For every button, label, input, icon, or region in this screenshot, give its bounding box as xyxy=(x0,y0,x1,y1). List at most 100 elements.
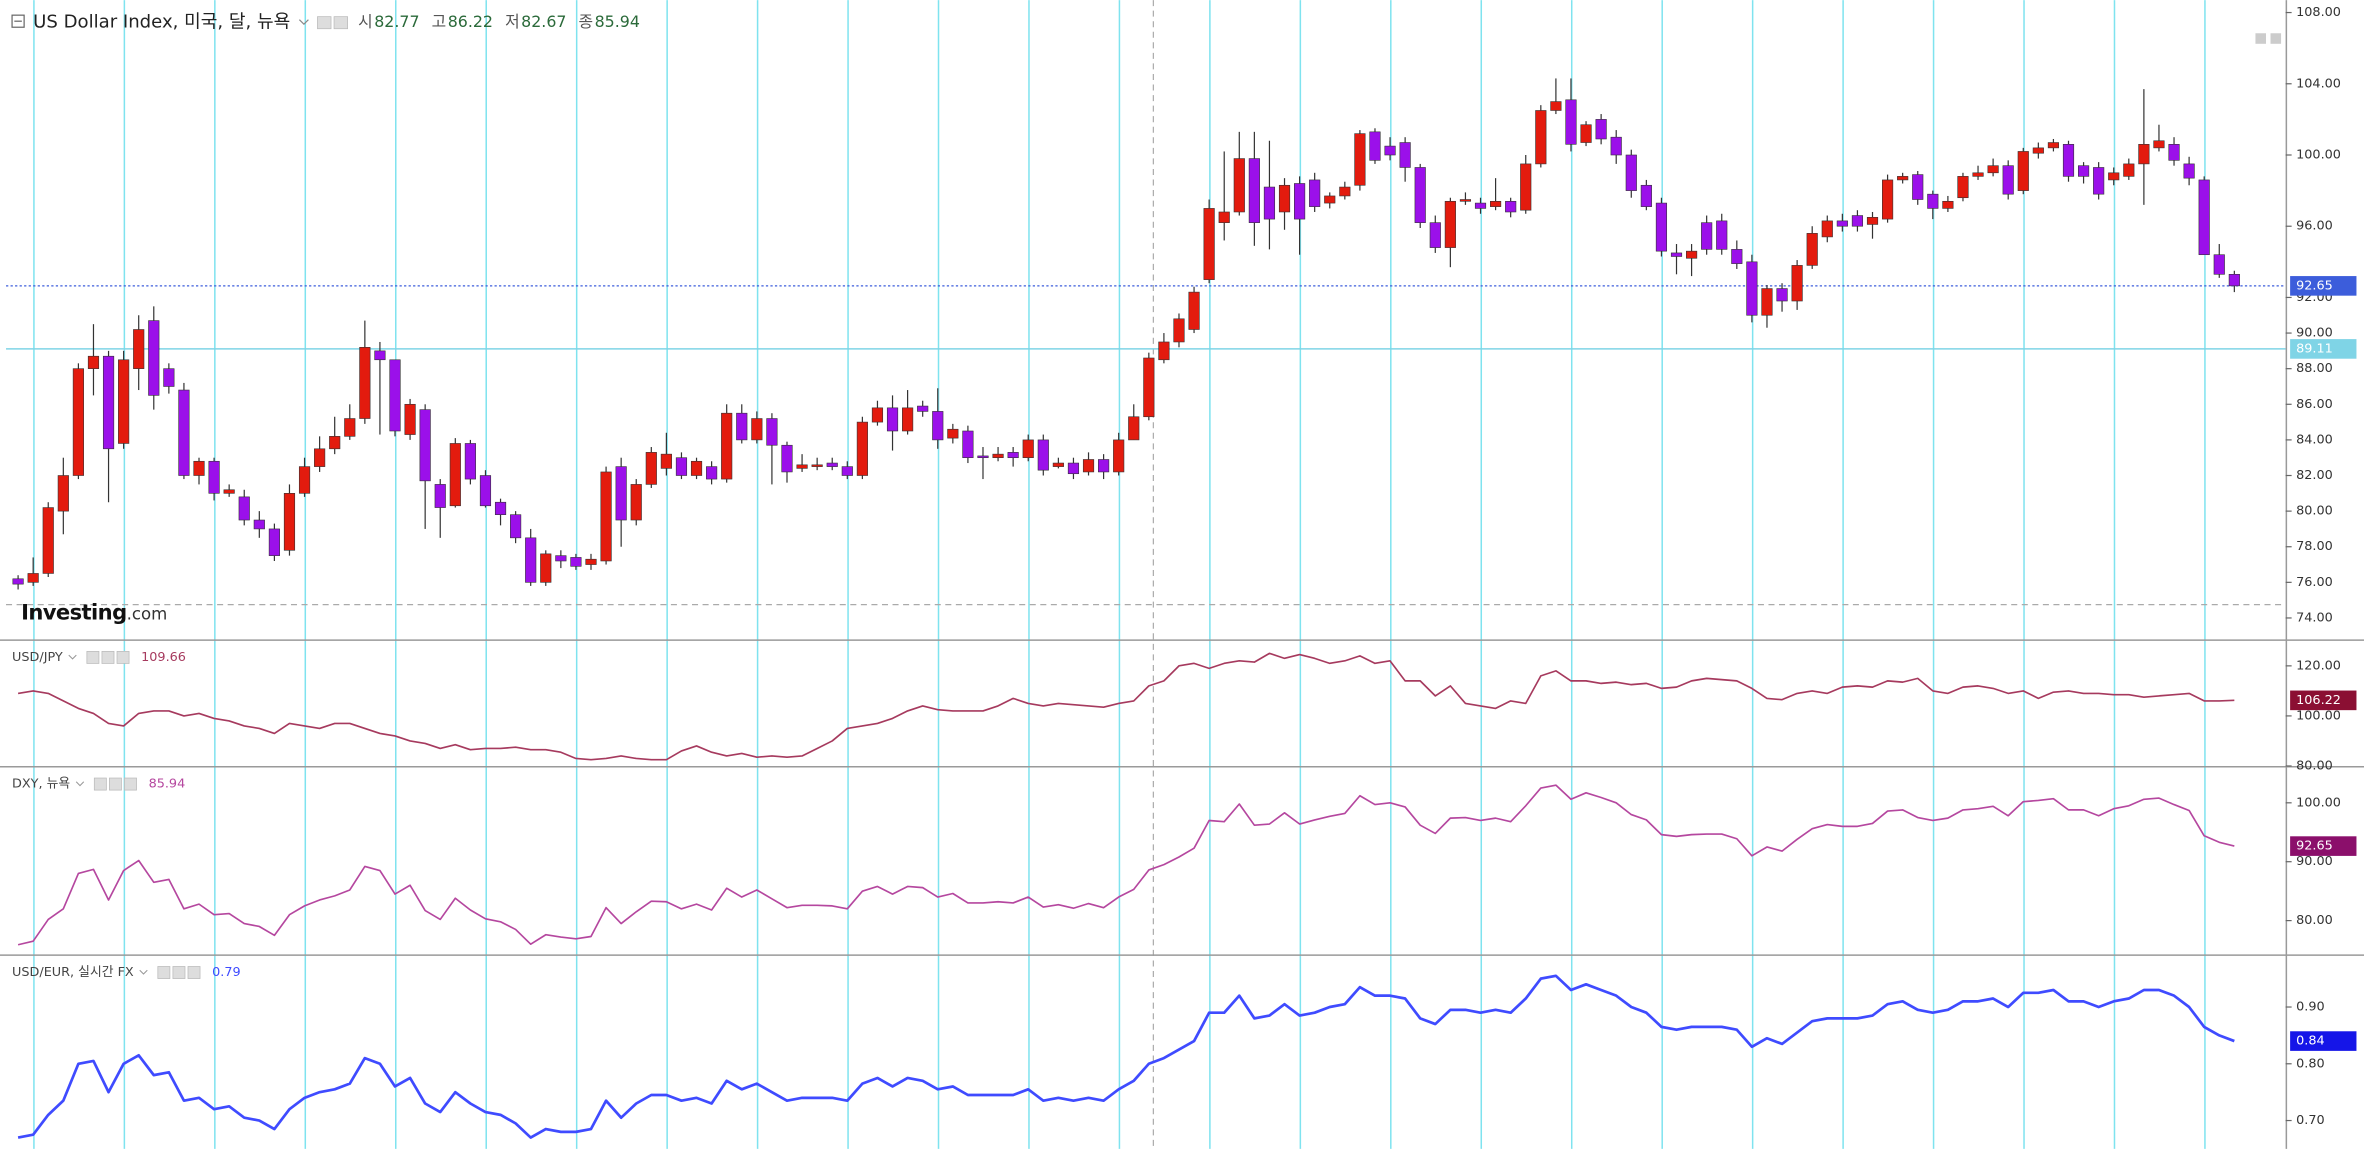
candle-body xyxy=(163,368,175,387)
candle-body xyxy=(630,484,642,521)
price-tag xyxy=(2290,836,2357,856)
y-tick-label: 120.00 xyxy=(2296,658,2341,673)
candle-body xyxy=(359,347,371,419)
candle-body xyxy=(1957,176,1969,199)
candle-body xyxy=(1037,439,1049,471)
candle-body xyxy=(2198,179,2210,256)
price-tag-label: 89.11 xyxy=(2296,341,2333,356)
candle-body xyxy=(2077,165,2090,177)
collapse-icon[interactable] xyxy=(11,14,25,28)
candle-body xyxy=(1399,142,1411,168)
y-tick-label: 108.00 xyxy=(2296,5,2341,20)
y-tick-label: 0.90 xyxy=(2296,1000,2325,1015)
candle-body xyxy=(1007,452,1019,459)
candle-body xyxy=(736,412,748,441)
candle-body xyxy=(675,457,688,476)
candle-body xyxy=(525,537,537,583)
candle-body xyxy=(268,528,280,556)
candle-body xyxy=(751,418,763,441)
candle-body xyxy=(1505,200,1517,213)
candle-body xyxy=(1128,416,1140,441)
panel-button[interactable] xyxy=(2270,33,2282,44)
candle-body xyxy=(298,466,311,494)
candle-body xyxy=(1821,220,1833,238)
candle-body xyxy=(2093,167,2105,195)
candle-body xyxy=(570,557,582,567)
price-tag-label: 92.65 xyxy=(2296,839,2333,854)
candle-body xyxy=(615,466,627,521)
candle-body xyxy=(1309,179,1321,207)
candle-body xyxy=(856,421,868,476)
series-line xyxy=(17,652,2235,761)
candle-body xyxy=(1912,174,1924,200)
ohlc-label: 종 xyxy=(579,12,594,31)
dropdown-caret xyxy=(298,19,309,26)
candle-body xyxy=(1655,202,1668,252)
y-tick-label: 100.00 xyxy=(2296,147,2341,162)
candle-body xyxy=(1851,215,1864,227)
candle-body xyxy=(1429,222,1441,248)
candle-body xyxy=(27,573,39,583)
candle-body xyxy=(118,359,130,444)
candle-body xyxy=(766,418,778,446)
candle-body xyxy=(1113,439,1125,473)
candle-body xyxy=(329,436,341,450)
candle-body xyxy=(1927,193,1939,209)
candle-body xyxy=(826,462,838,467)
candle-body xyxy=(1701,222,1713,250)
y-tick-label: 74.00 xyxy=(2296,610,2333,625)
candle-body xyxy=(1520,163,1532,211)
y-tick-label: 90.00 xyxy=(2296,326,2333,341)
candle-body xyxy=(72,368,84,476)
candle-body xyxy=(886,407,899,432)
candle-body xyxy=(2213,254,2225,275)
candle-body xyxy=(1324,195,1336,204)
candle-body xyxy=(1640,184,1652,207)
candle-body xyxy=(87,355,100,369)
candle-body xyxy=(540,553,552,583)
y-tick-label: 0.80 xyxy=(2296,1056,2325,1071)
settings-icon xyxy=(124,777,137,791)
candle-body xyxy=(917,405,929,412)
candle-body xyxy=(434,484,446,508)
candle-body xyxy=(208,460,220,494)
ohlc-value: 85.94 xyxy=(595,12,640,31)
settings-icon xyxy=(317,16,332,30)
series-name: USD/EUR, 실시간 FX xyxy=(12,965,134,980)
candle-body xyxy=(12,578,24,585)
candle-body xyxy=(223,489,235,494)
candle-body xyxy=(283,493,296,551)
candle-body xyxy=(2228,273,2240,287)
candle-body xyxy=(962,430,974,459)
candle-body xyxy=(1806,233,1818,266)
panel-button[interactable] xyxy=(2255,33,2267,44)
watermark: .com xyxy=(127,605,168,624)
candle-body xyxy=(464,443,476,480)
price-tag xyxy=(2290,339,2357,359)
candle-body xyxy=(1173,318,1185,343)
y-tick-label: 88.00 xyxy=(2296,361,2333,376)
candle-body xyxy=(1188,291,1200,330)
candle-body xyxy=(193,460,205,476)
candle-body xyxy=(1897,176,1909,181)
ohlc-value: 86.22 xyxy=(448,12,493,31)
candle-body xyxy=(1686,250,1698,259)
candle-body xyxy=(811,464,823,467)
candle-body xyxy=(1987,165,1999,174)
price-tag xyxy=(2290,276,2357,296)
dropdown-caret xyxy=(75,781,85,787)
y-tick-label: 80.00 xyxy=(2296,913,2333,928)
candle-body xyxy=(706,466,718,480)
candle-body xyxy=(1339,186,1351,197)
candle-body xyxy=(1731,249,1743,264)
candle-body xyxy=(2183,163,2195,179)
ohlc-value: 82.67 xyxy=(521,12,566,31)
chart-title: US Dollar Index, 미국, 달, 뉴욕 xyxy=(33,12,290,33)
candle-body xyxy=(1022,439,1034,459)
y-tick-label: 76.00 xyxy=(2296,575,2333,590)
candle-body xyxy=(2062,144,2075,177)
candle-body xyxy=(510,514,522,539)
candle-body xyxy=(1670,252,1683,257)
ohlc-label: 시 xyxy=(358,12,373,31)
